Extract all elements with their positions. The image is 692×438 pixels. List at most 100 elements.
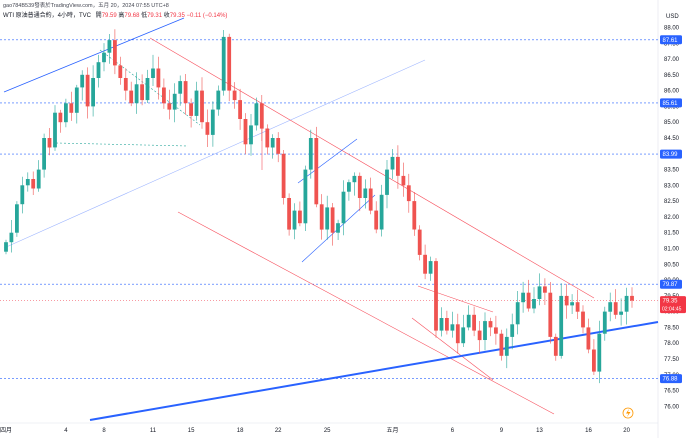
candle (85, 67, 90, 119)
time-tick-label: 8 (102, 428, 106, 434)
candle (20, 176, 25, 214)
candle (189, 98, 193, 128)
time-axis: 四月 4 8 11 15 18 22 25 五月 6 9 13 16 20 (0, 427, 631, 434)
high-label: 高 (118, 13, 125, 19)
high-value: 79.68 (124, 13, 140, 19)
candle (227, 33, 232, 102)
candle (406, 173, 411, 213)
candle (423, 244, 427, 280)
time-tick-label: 4 (64, 428, 68, 434)
candle (472, 306, 476, 337)
candle (608, 292, 613, 322)
candle (455, 313, 460, 354)
long-support-line[interactable] (3, 59, 426, 249)
candle (564, 284, 569, 319)
candle (281, 150, 286, 205)
price-tick-label: 86.00 (664, 89, 680, 95)
price-tick-label: 86.50 (664, 73, 680, 79)
candle (401, 162, 406, 197)
candle (102, 43, 106, 72)
upper-trend-line[interactable] (3, 17, 185, 93)
open-value: 79.59 (101, 13, 117, 19)
drawings (3, 17, 659, 421)
candle (200, 77, 204, 129)
candle (15, 201, 19, 237)
level-price-tag (660, 279, 682, 289)
price-tick-label: 81.50 (664, 231, 680, 237)
close-value: 79.35 (169, 13, 185, 19)
candle (532, 287, 536, 314)
low-label: 低 (141, 13, 148, 19)
time-tick-label: 6 (451, 428, 455, 434)
candle (575, 289, 580, 319)
candle (151, 54, 155, 86)
level-price-tag-text: 79.87 (663, 282, 679, 288)
channel-lower-line[interactable] (177, 211, 555, 415)
candle (9, 220, 14, 253)
candle (510, 313, 515, 350)
price-tick-label: 82.00 (664, 215, 680, 221)
candle (167, 89, 172, 120)
candle (80, 70, 85, 101)
currency-label[interactable]: USD (666, 14, 679, 20)
candle (581, 305, 585, 334)
candle (74, 84, 79, 124)
candle (221, 30, 226, 96)
countdown-text: 02:04:45 (662, 307, 682, 313)
mini-channel-top[interactable] (297, 138, 358, 184)
candle (488, 317, 493, 337)
open-label: 開 (95, 13, 102, 19)
time-tick-label: 25 (324, 428, 331, 434)
level-price-tag-text: 76.88 (663, 377, 679, 383)
candle (559, 283, 564, 359)
candle (363, 179, 368, 209)
main-uptrend-line[interactable] (89, 321, 659, 421)
low-value: 79.31 (147, 13, 163, 19)
wedge-bottom[interactable] (411, 317, 494, 381)
candle (341, 180, 346, 236)
candle (515, 291, 520, 335)
candle (417, 225, 422, 261)
symbol-label[interactable]: WTI 原油普通合約，4小時，TVC (3, 13, 91, 19)
candle (178, 75, 183, 106)
candle (118, 56, 123, 85)
price-tick-label: 81.00 (664, 247, 680, 253)
price-tick-label: 83.50 (664, 168, 680, 174)
candle (521, 281, 525, 313)
candle (42, 133, 46, 178)
candle (172, 83, 177, 123)
price-axis-tags: 87.61 85.61 83.99 79.87 76.88 79.35 02:04:45 (660, 35, 686, 384)
candle (526, 279, 531, 312)
candle (461, 314, 466, 347)
lightning-icon[interactable] (622, 407, 634, 419)
candle (194, 81, 199, 121)
candle (396, 145, 400, 189)
candle (183, 74, 188, 115)
level-price-tag (660, 98, 682, 108)
level-price-tag-text: 83.99 (663, 152, 679, 158)
candle (586, 318, 591, 354)
candle (249, 114, 253, 156)
candle (624, 287, 629, 325)
candle (243, 113, 248, 155)
price-tick-label: 88.00 (664, 26, 680, 32)
price-tick-label: 80.50 (664, 262, 680, 268)
candle (330, 203, 335, 246)
time-tick-label: 20 (623, 428, 630, 434)
candle (319, 194, 324, 240)
price-tick-label: 76.50 (664, 389, 680, 395)
candle (31, 171, 36, 195)
candle (352, 172, 357, 196)
wedge-top[interactable] (417, 285, 494, 313)
candle (259, 95, 264, 141)
candle (357, 172, 362, 212)
candle (292, 203, 297, 240)
candle (25, 172, 30, 192)
candle (129, 81, 134, 107)
candle (347, 179, 351, 201)
candle (548, 282, 553, 344)
candle (499, 329, 504, 361)
candle (325, 195, 330, 240)
price-tick-label: 78.50 (664, 325, 680, 331)
